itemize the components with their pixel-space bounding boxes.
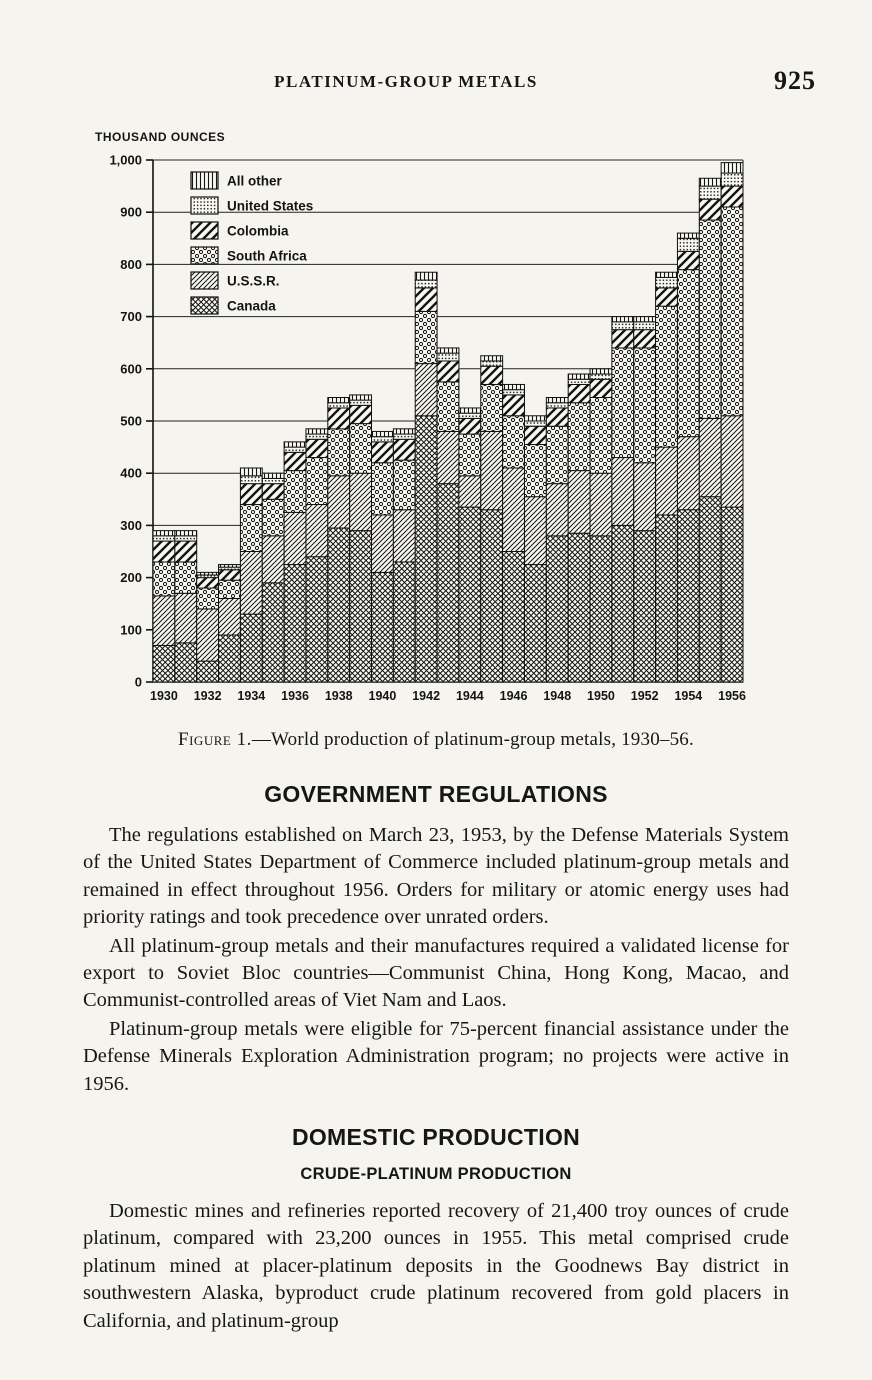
page-header: PLATINUM-GROUP METALS 925 bbox=[56, 66, 816, 104]
svg-text:1950: 1950 bbox=[587, 689, 615, 703]
svg-text:1,000: 1,000 bbox=[109, 153, 142, 168]
svg-text:0: 0 bbox=[135, 675, 142, 690]
svg-text:U.S.S.R.: U.S.S.R. bbox=[227, 274, 280, 289]
svg-text:1944: 1944 bbox=[456, 689, 484, 703]
svg-text:All other: All other bbox=[227, 174, 282, 189]
svg-text:800: 800 bbox=[120, 257, 142, 272]
svg-text:1954: 1954 bbox=[674, 689, 702, 703]
chart-plot-area: 0 100 200 300 400 500 600 700 800 900 1,000 THOUSAN… bbox=[95, 130, 746, 703]
svg-text:1942: 1942 bbox=[412, 689, 440, 703]
svg-text:400: 400 bbox=[120, 466, 142, 481]
svg-text:200: 200 bbox=[120, 570, 142, 585]
figure-1: 0 100 200 300 400 500 600 700 800 900 1,000 THOUSAN… bbox=[91, 126, 781, 719]
svg-text:1930: 1930 bbox=[150, 689, 178, 703]
paragraph-crude-platinum-1: Domestic mines and refineries reported r… bbox=[83, 1200, 789, 1332]
svg-text:500: 500 bbox=[120, 414, 142, 429]
svg-text:900: 900 bbox=[120, 205, 142, 220]
svg-text:600: 600 bbox=[120, 361, 142, 376]
figure-caption-text: —World production of platinum-group meta… bbox=[251, 729, 694, 750]
figure-caption-label: Figure 1. bbox=[178, 729, 252, 750]
paragraph-regulations-3: Platinum-group metals were eligible for … bbox=[83, 1017, 789, 1095]
svg-text:1938: 1938 bbox=[325, 689, 353, 703]
paragraph-regulations-2: All platinum-group metals and their manu… bbox=[83, 934, 789, 1012]
svg-text:Canada: Canada bbox=[227, 299, 276, 314]
section-heading-crude-platinum-production: CRUDE-PLATINUM PRODUCTION bbox=[300, 1165, 572, 1184]
svg-text:1936: 1936 bbox=[281, 689, 309, 703]
svg-text:300: 300 bbox=[120, 518, 142, 533]
svg-text:1934: 1934 bbox=[237, 689, 265, 703]
page-number: 925 bbox=[774, 66, 816, 95]
figure-caption: Figure 1.—World production of platinum-g… bbox=[0, 729, 872, 751]
svg-text:700: 700 bbox=[120, 309, 142, 324]
svg-text:THOUSAND OUNCES: THOUSAND OUNCES bbox=[95, 130, 225, 144]
svg-text:United States: United States bbox=[227, 199, 313, 214]
running-title: PLATINUM-GROUP METALS bbox=[274, 72, 538, 91]
paragraph-regulations-1: The regulations established on March 23,… bbox=[83, 824, 789, 929]
svg-text:100: 100 bbox=[120, 622, 142, 637]
svg-text:Colombia: Colombia bbox=[227, 224, 289, 239]
section-heading-government-regulations: GOVERNMENT REGULATIONS bbox=[264, 781, 608, 807]
svg-text:1946: 1946 bbox=[500, 689, 528, 703]
section-heading-domestic-production: DOMESTIC PRODUCTION bbox=[291, 1124, 581, 1151]
svg-text:1948: 1948 bbox=[543, 689, 571, 703]
figure-1-chart: 0 100 200 300 400 500 600 700 800 900 1,000 THOUSAN… bbox=[95, 130, 746, 703]
svg-text:1952: 1952 bbox=[631, 689, 659, 703]
svg-text:1940: 1940 bbox=[369, 689, 397, 703]
svg-text:1956: 1956 bbox=[718, 689, 746, 703]
svg-text:South Africa: South Africa bbox=[227, 249, 307, 264]
svg-text:1932: 1932 bbox=[194, 689, 222, 703]
